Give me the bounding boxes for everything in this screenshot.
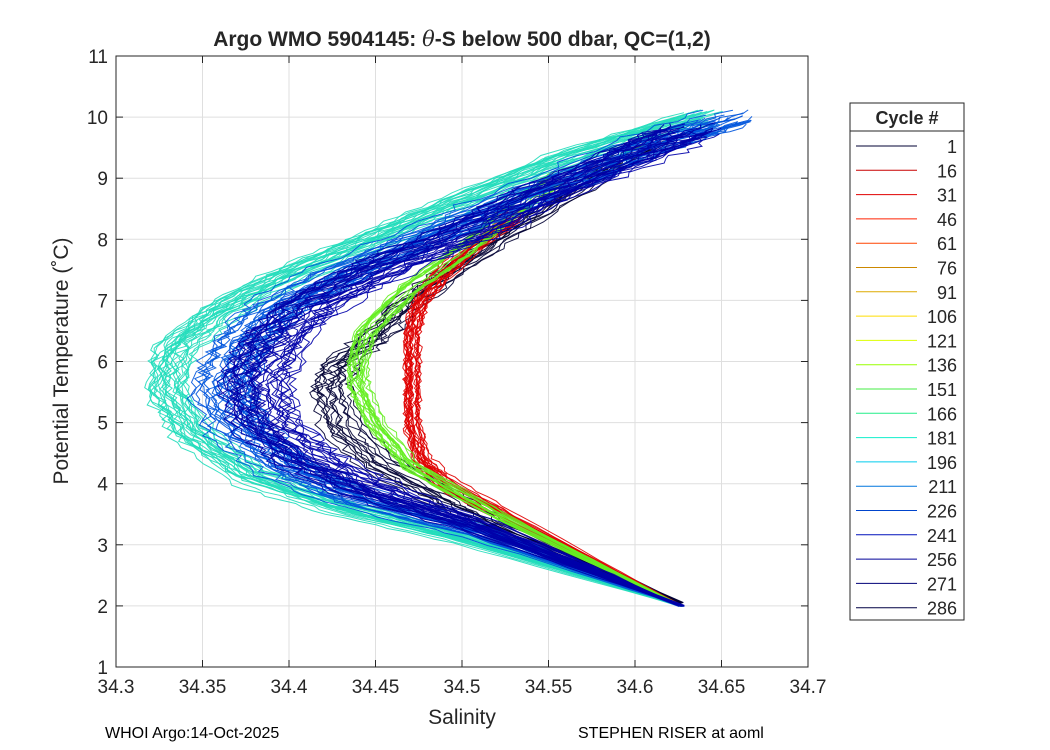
legend-label: 61	[937, 234, 957, 254]
y-tick-label: 5	[97, 414, 108, 435]
profile-line	[195, 119, 701, 607]
y-tick-label: 2	[97, 597, 108, 618]
legend-label: 166	[927, 404, 957, 424]
y-tick-label: 10	[87, 108, 108, 129]
legend-label: 226	[927, 502, 957, 522]
profile-line	[245, 130, 682, 607]
legend-label: 196	[927, 453, 957, 473]
legend-label: 286	[927, 599, 957, 619]
legend-label: 136	[927, 356, 957, 376]
legend-label: 271	[927, 574, 957, 594]
profile-line	[269, 131, 708, 607]
x-tick-label: 34.4	[271, 677, 308, 698]
legend-entries: 1 16 31 46 61 76 91 106 121 136 151 166 181 196 211 226…	[856, 137, 957, 619]
legend-label: 241	[927, 526, 957, 546]
legend-label: 16	[937, 161, 957, 181]
profile-line	[202, 114, 706, 607]
footer-left: WHOI Argo:14-Oct-2025	[105, 725, 280, 742]
legend-box	[849, 102, 965, 621]
profile-line	[230, 134, 680, 607]
legend: Cycle # 11631466176911061211361511661811…	[849, 102, 965, 621]
profile-line	[216, 131, 680, 607]
profile-line	[359, 182, 683, 607]
title-suffix: -S below 500 dbar, QC=(1,2)	[435, 28, 711, 51]
x-tick-label: 34.3	[98, 677, 135, 698]
x-tick-label: 34.55	[525, 677, 573, 698]
profile-line	[159, 120, 697, 607]
y-axis-label: Potential Temperature (˚C)	[50, 237, 73, 484]
profile-line	[281, 127, 722, 607]
footer-right: STEPHEN RISER at aoml	[578, 725, 764, 742]
profile-line	[149, 115, 687, 607]
legend-label: 181	[927, 429, 957, 449]
y-tick-label: 7	[97, 291, 108, 312]
legend-label: 1	[947, 137, 957, 157]
x-axis-label: Salinity	[428, 706, 496, 729]
x-tick-label: 34.5	[444, 677, 481, 698]
legend-label: 76	[937, 259, 957, 279]
legend-label: 121	[927, 331, 957, 351]
profile-lines	[144, 109, 753, 607]
profile-line	[161, 111, 703, 606]
profile-line	[190, 120, 699, 607]
x-tick-label: 34.7	[790, 677, 827, 698]
profile-line	[153, 118, 694, 607]
profile-line	[316, 145, 682, 604]
axis-ticks: 34.3 34.35 34.4 34.45 34.5 34.55 34.6 34.65 34.7…	[87, 47, 827, 698]
y-tick-label: 4	[97, 475, 108, 496]
title-prefix: Argo WMO 5904145:	[213, 28, 422, 51]
y-tick-label: 11	[88, 47, 108, 68]
legend-label: 256	[927, 550, 957, 570]
profile-line	[256, 130, 695, 607]
x-tick-label: 34.35	[179, 677, 227, 698]
profile-line	[244, 126, 685, 607]
profile-line	[337, 144, 683, 604]
title-theta: θ	[422, 27, 435, 51]
profile-line	[222, 127, 680, 607]
y-tick-label: 1	[97, 658, 108, 679]
y-tick-label: 3	[97, 536, 108, 557]
legend-title: Cycle #	[875, 108, 938, 128]
y-tick-label: 8	[97, 230, 108, 251]
legend-label: 151	[927, 380, 957, 400]
chart-title: Argo WMO 5904145: θ-S below 500 dbar, QC…	[213, 27, 711, 51]
profile-line	[365, 179, 683, 607]
x-tick-label: 34.45	[352, 677, 400, 698]
profile-line	[234, 125, 682, 607]
profile-line	[263, 124, 702, 606]
x-tick-label: 34.6	[617, 677, 654, 698]
legend-label: 106	[927, 307, 957, 327]
legend-label: 46	[937, 210, 957, 230]
profile-line	[173, 120, 713, 607]
legend-label: 211	[928, 477, 957, 497]
x-tick-label: 34.65	[698, 677, 746, 698]
profile-line	[151, 114, 692, 607]
profile-line	[197, 117, 706, 607]
profile-line	[280, 133, 720, 607]
legend-label: 31	[937, 186, 957, 206]
profile-line	[326, 145, 682, 604]
y-tick-label: 9	[97, 169, 108, 190]
y-tick-label: 6	[97, 353, 108, 374]
legend-label: 91	[937, 283, 957, 303]
profile-line	[228, 129, 680, 607]
